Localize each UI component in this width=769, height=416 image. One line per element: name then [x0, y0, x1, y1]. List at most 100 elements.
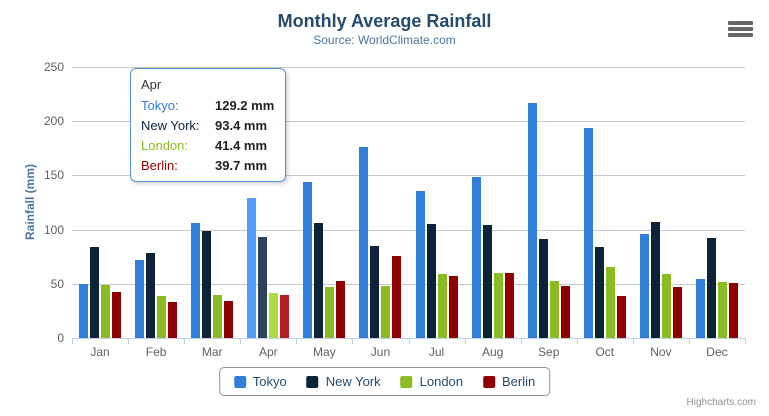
- bar-berlin-feb[interactable]: [168, 302, 178, 338]
- bar-new-york-jan[interactable]: [90, 247, 100, 338]
- legend-item-tokyo[interactable]: Tokyo: [233, 374, 287, 389]
- x-axis-label: Feb: [145, 345, 167, 359]
- legend-item-berlin[interactable]: Berlin: [483, 374, 535, 389]
- grid-line: [72, 67, 745, 68]
- bar-tokyo-dec[interactable]: [695, 279, 705, 338]
- bar-berlin-apr[interactable]: [280, 294, 290, 338]
- x-axis-tick: [688, 338, 690, 344]
- x-axis-label: Jan: [90, 345, 110, 359]
- x-axis-tick: [632, 338, 634, 344]
- tooltip-series-value: 129.2 mm: [215, 98, 275, 113]
- legend-symbol-tokyo: [233, 375, 246, 388]
- legend-symbol-new-york: [306, 375, 319, 388]
- y-axis-label: 250: [43, 60, 64, 74]
- legend-symbol-berlin: [483, 375, 496, 388]
- bar-london-mar[interactable]: [213, 295, 223, 338]
- bar-london-dec[interactable]: [717, 282, 727, 338]
- tooltip-row: Berlin: 39.7 mm: [141, 158, 275, 173]
- bar-berlin-may[interactable]: [336, 280, 346, 338]
- legend: Tokyo New York London Berlin: [218, 367, 551, 396]
- legend-item-new-york[interactable]: New York: [306, 374, 381, 389]
- bar-new-york-aug[interactable]: [482, 224, 492, 338]
- x-axis-tick: [128, 338, 130, 344]
- bar-london-oct[interactable]: [605, 267, 615, 338]
- bar-tokyo-feb[interactable]: [135, 260, 145, 338]
- legend-label: Berlin: [502, 374, 536, 389]
- bar-london-may[interactable]: [325, 287, 335, 338]
- bar-tokyo-jun[interactable]: [359, 147, 369, 338]
- bar-tokyo-apr[interactable]: [247, 197, 257, 338]
- x-axis-label: Mar: [201, 345, 223, 359]
- y-axis-label: 100: [43, 222, 64, 237]
- bar-new-york-may[interactable]: [314, 223, 324, 338]
- bar-new-york-dec[interactable]: [706, 237, 716, 338]
- tooltip-row: New York: 93.4 mm: [141, 118, 275, 133]
- tooltip-series-value: 93.4 mm: [215, 118, 268, 133]
- bar-berlin-nov[interactable]: [672, 287, 682, 338]
- bar-berlin-mar[interactable]: [224, 300, 234, 338]
- y-axis-label: 150: [43, 168, 64, 183]
- bar-tokyo-aug[interactable]: [471, 177, 481, 338]
- bar-london-feb[interactable]: [157, 295, 167, 338]
- y-axis-label: 0: [57, 331, 64, 345]
- bar-tokyo-oct[interactable]: [583, 127, 593, 338]
- bar-berlin-sep[interactable]: [560, 286, 570, 338]
- bar-london-aug[interactable]: [493, 273, 503, 338]
- tooltip-series-name: London:: [141, 138, 188, 153]
- bar-tokyo-may[interactable]: [303, 181, 313, 338]
- tooltip-header: Apr: [141, 77, 162, 92]
- context-menu-icon[interactable]: [728, 21, 753, 39]
- bar-london-nov[interactable]: [661, 273, 671, 338]
- legend-label: London: [419, 374, 464, 389]
- tooltip-row: London: 41.4 mm: [141, 138, 275, 153]
- bar-tokyo-sep[interactable]: [527, 103, 537, 338]
- x-axis-tick: [576, 338, 578, 344]
- x-axis-label: Jul: [428, 345, 445, 359]
- tooltip-row: Tokyo: 129.2 mm: [141, 98, 275, 113]
- bar-london-jun[interactable]: [381, 285, 391, 338]
- tooltip-series-name: New York:: [141, 118, 200, 133]
- bar-berlin-aug[interactable]: [504, 272, 514, 338]
- x-axis-tick: [408, 338, 410, 344]
- x-axis-label: Apr: [258, 345, 278, 359]
- bar-new-york-sep[interactable]: [538, 239, 548, 338]
- x-axis-label: Aug: [481, 345, 504, 359]
- x-axis-tick: [745, 338, 746, 344]
- bar-new-york-apr[interactable]: [258, 236, 268, 338]
- chart-title: Monthly Average Rainfall: [277, 11, 492, 31]
- bar-new-york-nov[interactable]: [650, 222, 660, 338]
- bar-berlin-jul[interactable]: [448, 275, 458, 338]
- bar-tokyo-jul[interactable]: [415, 191, 425, 338]
- legend-label: New York: [325, 374, 381, 389]
- bar-tokyo-mar[interactable]: [191, 222, 201, 338]
- bar-new-york-oct[interactable]: [594, 247, 604, 338]
- x-axis-label: Sep: [538, 345, 560, 359]
- x-axis-label: Oct: [595, 345, 615, 359]
- bar-london-sep[interactable]: [549, 281, 559, 338]
- bar-new-york-jul[interactable]: [426, 224, 436, 338]
- credits-link[interactable]: Highcharts.com: [686, 397, 756, 408]
- bar-new-york-feb[interactable]: [146, 252, 156, 338]
- chart-subtitle: Source: WorldClimate.com: [313, 33, 456, 47]
- tooltip-series-name: Tokyo:: [141, 98, 179, 113]
- bar-berlin-dec[interactable]: [728, 282, 738, 338]
- bar-london-jan[interactable]: [101, 284, 111, 338]
- x-axis-tick: [72, 338, 73, 344]
- bar-tokyo-jan[interactable]: [79, 283, 89, 338]
- bar-berlin-jan[interactable]: [112, 292, 122, 338]
- x-axis-label: Nov: [650, 345, 672, 359]
- bar-berlin-oct[interactable]: [616, 295, 626, 338]
- bar-new-york-mar[interactable]: [202, 231, 212, 338]
- bar-new-york-jun[interactable]: [370, 246, 380, 338]
- bar-london-apr[interactable]: [269, 293, 279, 338]
- bar-tokyo-nov[interactable]: [639, 234, 649, 338]
- legend-label: Tokyo: [252, 374, 287, 389]
- grid-line: [72, 121, 745, 123]
- bar-berlin-jun[interactable]: [392, 256, 402, 338]
- bar-london-jul[interactable]: [437, 274, 447, 338]
- tooltip: Apr Tokyo: 129.2 mm New York: 93.4 mm London…: [130, 68, 286, 182]
- legend-item-london[interactable]: London: [400, 374, 464, 389]
- x-axis-tick: [296, 338, 298, 344]
